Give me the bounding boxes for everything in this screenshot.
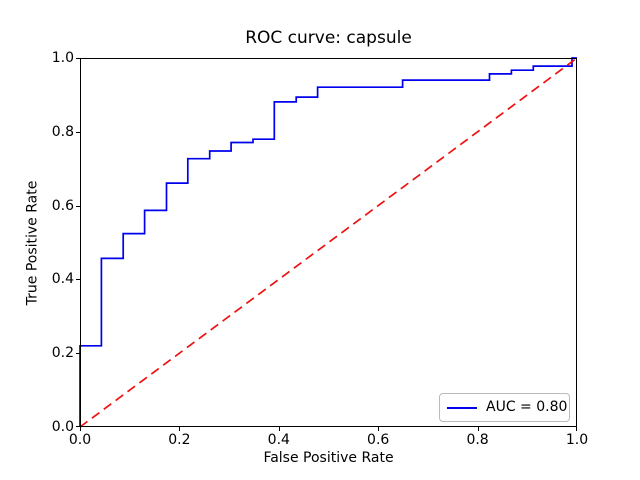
x-axis-label: False Positive Rate [263, 450, 394, 466]
y-axis-label: True Positive Rate [24, 180, 41, 306]
y-tick-label: 0.0 [51, 419, 74, 435]
x-tick-label: 0.0 [68, 432, 92, 448]
legend-label: AUC = 0.80 [486, 399, 568, 415]
plot-svg [76, 57, 578, 431]
y-tick-label: 0.8 [51, 123, 74, 140]
x-tick-label: 0.4 [267, 432, 290, 448]
x-tick-label: 0.2 [168, 432, 191, 448]
chart-title: ROC curve: capsule [245, 28, 412, 48]
legend-line-swatch [447, 406, 477, 409]
x-tick-label: 1.0 [565, 432, 589, 448]
x-tick-label: 0.8 [466, 432, 489, 448]
y-tick-label: 0.4 [51, 271, 74, 288]
axes-spines [80, 58, 577, 427]
y-tick-label: 0.2 [51, 345, 74, 362]
roc-curve-line [79, 57, 577, 427]
legend: AUC = 0.80 [439, 393, 570, 422]
y-tick-label: 1.0 [51, 50, 74, 66]
y-tick-label: 0.6 [51, 197, 74, 214]
chance-diagonal-line [79, 57, 578, 428]
x-tick-label: 0.6 [367, 432, 390, 448]
